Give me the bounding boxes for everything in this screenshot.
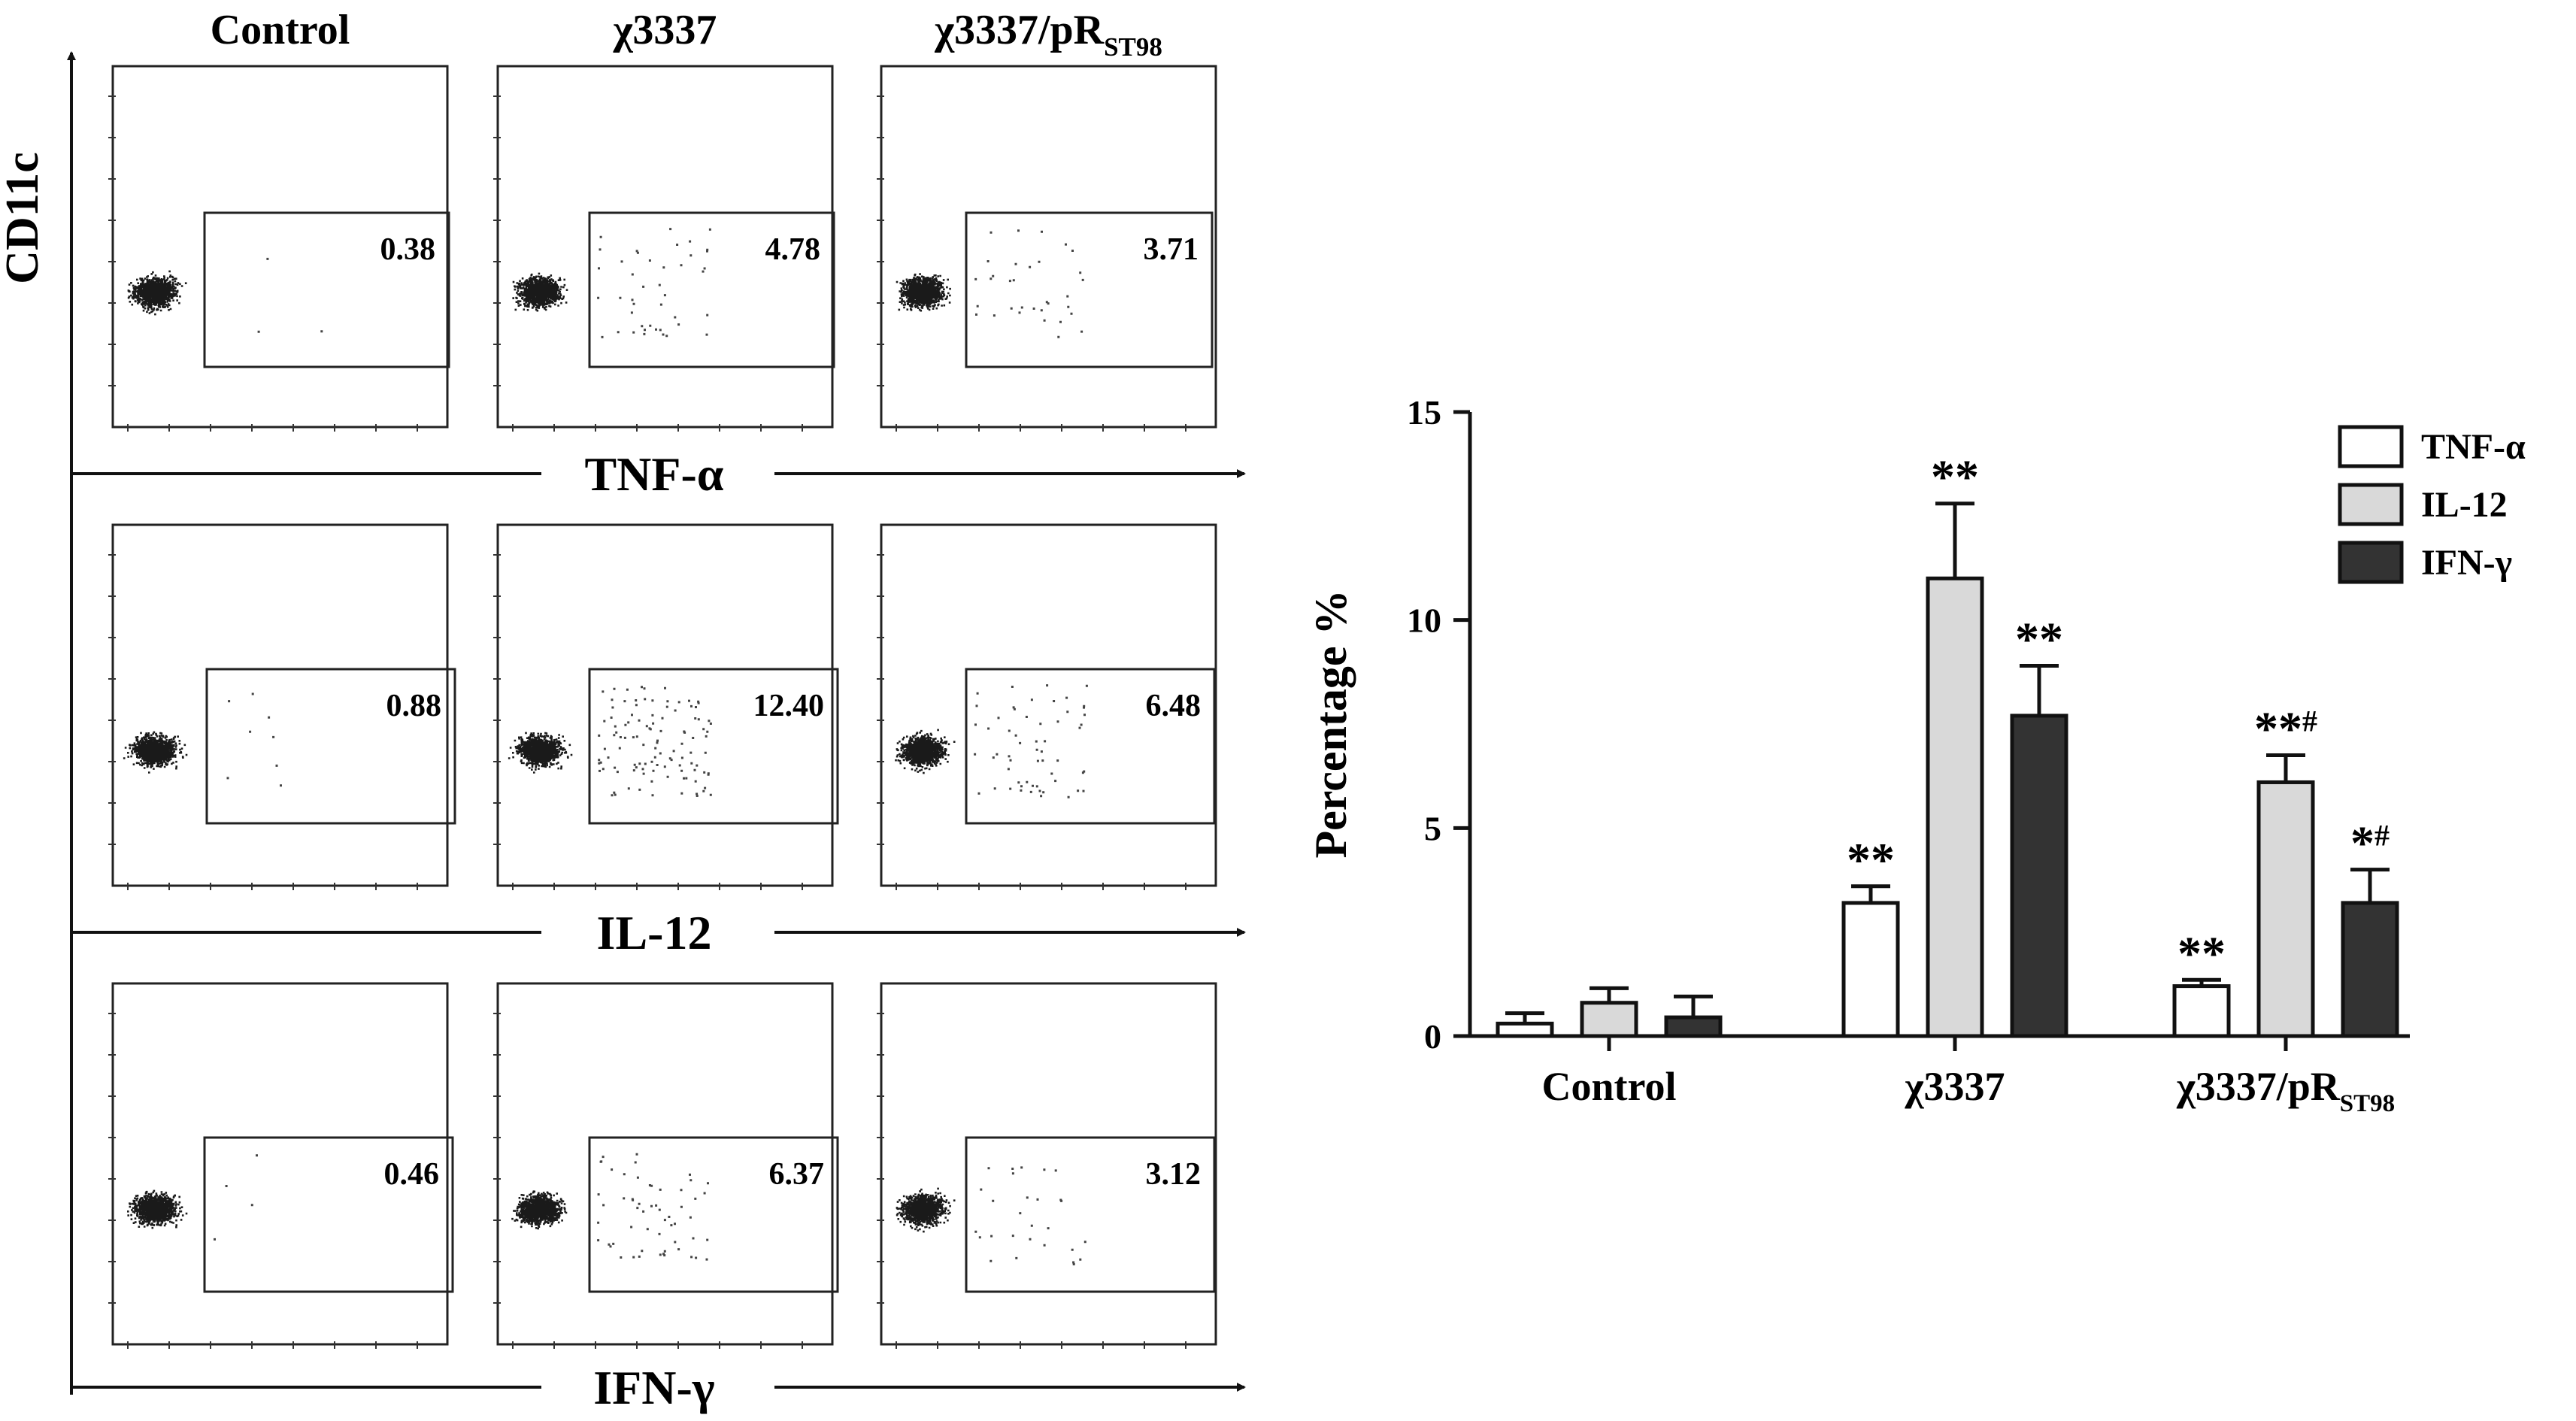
density-plot: 12.40 bbox=[493, 523, 839, 890]
x-tick-label: Control bbox=[1541, 1064, 1676, 1109]
bar bbox=[2256, 780, 2315, 1038]
legend: TNF-α IL-12 IFN-γ bbox=[2338, 425, 2526, 584]
cell-population bbox=[512, 272, 568, 312]
cell-population bbox=[508, 732, 573, 774]
gate-percentage: 3.71 bbox=[1144, 232, 1199, 267]
bar bbox=[2010, 714, 2068, 1038]
bar bbox=[1496, 1021, 1554, 1038]
marker-axis-label: IL-12 bbox=[597, 906, 712, 959]
legend-label: TNF-α bbox=[2421, 427, 2526, 467]
cell-population bbox=[123, 731, 188, 774]
marker-axis-label: IFN-γ bbox=[593, 1361, 715, 1414]
gated-events bbox=[226, 692, 282, 787]
column-header: Control bbox=[211, 7, 350, 53]
gate-box bbox=[203, 211, 450, 368]
bar bbox=[2172, 984, 2231, 1038]
gate-box bbox=[965, 1136, 1216, 1293]
cell-population bbox=[127, 1189, 188, 1229]
gate-percentage: 4.78 bbox=[765, 232, 821, 267]
gate-percentage: 0.38 bbox=[380, 232, 436, 267]
density-plot: 4.78 bbox=[493, 65, 835, 432]
y-tick-label: 15 bbox=[1407, 393, 1441, 432]
significance-label: ** bbox=[2177, 926, 2226, 980]
significance-label: ** bbox=[2015, 613, 2063, 666]
density-plot: 0.38 bbox=[108, 65, 450, 432]
legend-swatch bbox=[2338, 483, 2404, 526]
bar bbox=[2341, 901, 2399, 1038]
bar-chart: 0 5 10 15 Percentage % Control χ3337 ** ** ** χ333… bbox=[1306, 393, 2526, 1117]
gate-box bbox=[965, 668, 1216, 825]
column-header: χ3337/pRST98 bbox=[934, 7, 1162, 62]
x-tick-label: χ3337/pRST98 bbox=[2176, 1064, 2395, 1117]
cell-population bbox=[511, 1190, 568, 1230]
gate-box bbox=[965, 211, 1214, 368]
marker-axis-label: TNF-α bbox=[584, 447, 723, 501]
column-header: χ3337 bbox=[613, 7, 717, 53]
legend-swatch bbox=[2338, 425, 2404, 468]
bar bbox=[1926, 576, 1984, 1038]
cell-population bbox=[896, 1187, 956, 1233]
density-plot: 6.37 bbox=[493, 982, 839, 1349]
gate-percentage: 0.88 bbox=[386, 689, 442, 723]
gate-box bbox=[588, 1136, 839, 1293]
density-plot: 3.71 bbox=[877, 65, 1217, 432]
y-tick-label: 10 bbox=[1407, 601, 1441, 640]
bar bbox=[1580, 1001, 1638, 1038]
significance-label: *# bbox=[2350, 817, 2390, 870]
significance-label: ** bbox=[1931, 450, 1979, 504]
gate-box bbox=[203, 1136, 454, 1293]
density-plot: 6.48 bbox=[877, 523, 1217, 890]
gate-percentage: 6.37 bbox=[769, 1157, 825, 1192]
flow-cytometry-panel: CD11c Control χ3337 χ3337/pRST98 TNF-α IL-12 I… bbox=[0, 7, 1246, 1414]
gate-box bbox=[205, 668, 456, 825]
density-plot: 0.46 bbox=[108, 982, 454, 1349]
cell-population bbox=[127, 270, 187, 316]
y-axis-label: Percentage % bbox=[1306, 589, 1356, 858]
x-tick-label: χ3337 bbox=[1905, 1064, 2005, 1109]
gate-box bbox=[588, 211, 835, 368]
legend-label: IFN-γ bbox=[2421, 543, 2512, 583]
density-plot: 3.12 bbox=[877, 982, 1217, 1349]
cell-population bbox=[896, 273, 951, 312]
gate-percentage: 12.40 bbox=[753, 689, 825, 723]
legend-swatch bbox=[2338, 541, 2404, 584]
bar bbox=[1841, 901, 1900, 1038]
cell-population bbox=[895, 729, 956, 774]
legend-label: IL-12 bbox=[2421, 485, 2508, 525]
significance-label: **# bbox=[2254, 702, 2317, 756]
gate-percentage: 6.48 bbox=[1146, 689, 1202, 723]
density-plot: 0.88 bbox=[108, 523, 456, 890]
gate-percentage: 3.12 bbox=[1146, 1157, 1202, 1192]
gate-box bbox=[588, 668, 839, 825]
bar bbox=[1664, 1015, 1723, 1038]
y-tick-label: 0 bbox=[1424, 1017, 1441, 1056]
cd11c-axis-label: CD11c bbox=[0, 152, 48, 284]
y-tick-label: 5 bbox=[1424, 809, 1441, 847]
significance-label: ** bbox=[1847, 833, 1895, 886]
gate-percentage: 0.46 bbox=[384, 1157, 440, 1192]
